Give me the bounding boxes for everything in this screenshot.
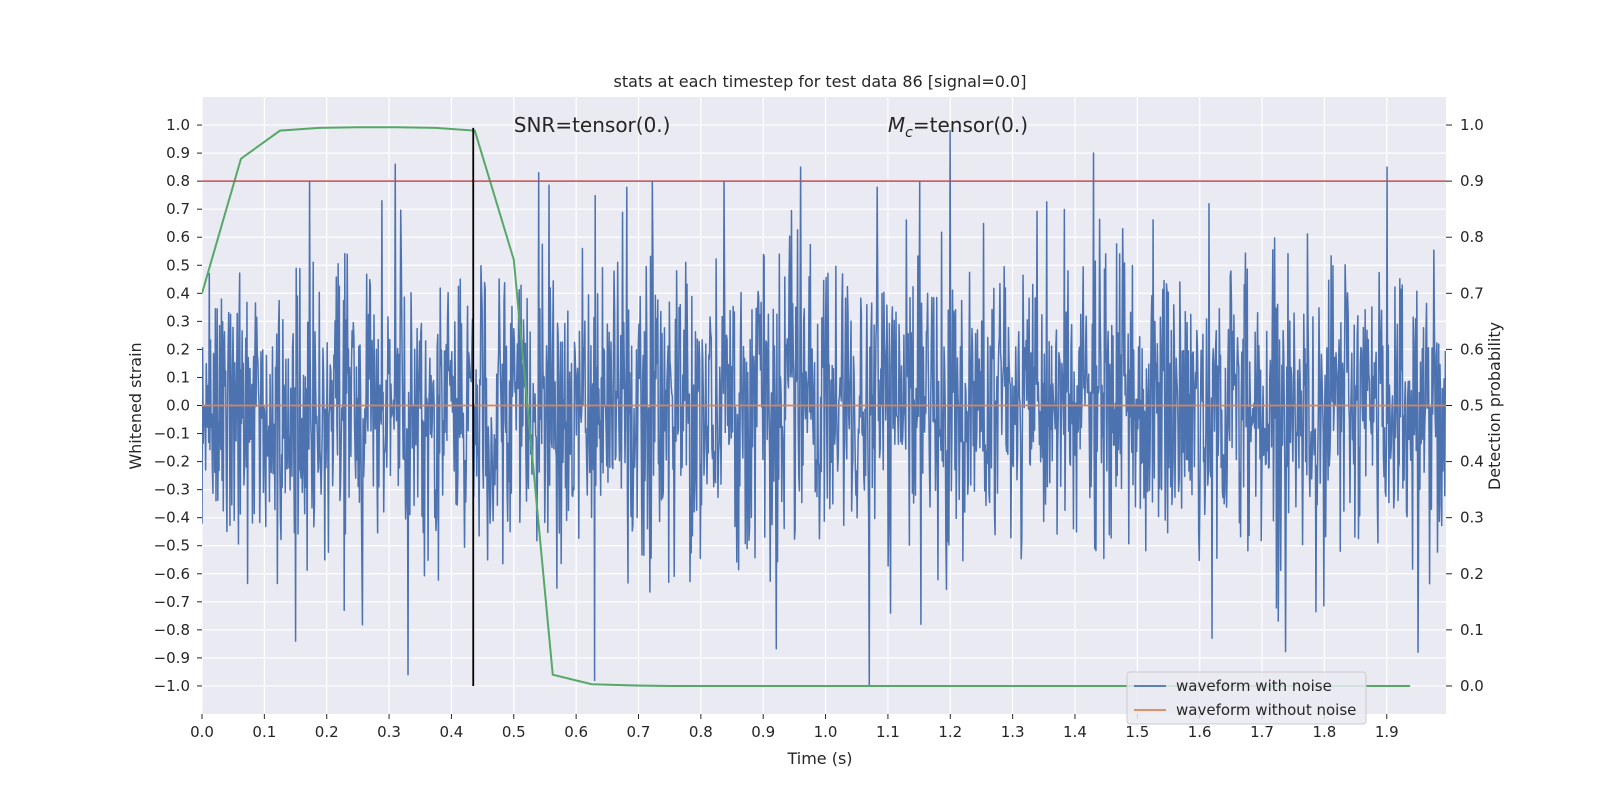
- x-tick-label: 0.2: [315, 723, 339, 741]
- y-tick-label-left: −0.1: [154, 425, 190, 443]
- x-tick-label: 0.4: [439, 723, 463, 741]
- chirp-mass-value: =tensor(0.): [913, 113, 1028, 137]
- y-tick-label-left: −1.0: [154, 677, 190, 695]
- series-waveform-with-noise: [202, 129, 1446, 687]
- y-tick-label-left: −0.6: [154, 565, 190, 583]
- y-tick-label-left: 0.0: [166, 397, 190, 415]
- x-tick-label: 0.3: [377, 723, 401, 741]
- x-tick-label: 0.1: [252, 723, 276, 741]
- snr-annotation: SNR=tensor(0.): [514, 113, 671, 137]
- y-tick-label-left: −0.7: [154, 593, 190, 611]
- y-tick-label-left: 0.3: [166, 312, 190, 330]
- x-tick-label: 1.5: [1125, 723, 1149, 741]
- y-tick-label-right: 1.0: [1460, 116, 1484, 134]
- series-layer: [202, 126, 1446, 687]
- y-tick-label-left: 0.6: [166, 228, 190, 246]
- x-tick-label: 1.9: [1375, 723, 1399, 741]
- y-tick-label-left: 0.9: [166, 144, 190, 162]
- reference-lines: [202, 127, 1446, 686]
- x-tick-label: 1.3: [1001, 723, 1025, 741]
- y-tick-label-left: 0.2: [166, 340, 190, 358]
- y-axis-left-label: Whitened strain: [126, 342, 145, 469]
- x-tick-label: 1.2: [938, 723, 962, 741]
- x-tick-label: 1.8: [1312, 723, 1336, 741]
- y-tick-label-left: −0.3: [154, 481, 190, 499]
- y-tick-label-left: −0.2: [154, 453, 190, 471]
- y-axis-left: 1.0 0.9 0.8 0.7 0.6 0.5 0.4 0.3 0.2 0.1 0.0 −0.1 −0.…: [154, 116, 202, 695]
- x-tick-label: 0.9: [751, 723, 775, 741]
- legend: waveform with noise waveform without noi…: [1126, 671, 1367, 725]
- y-tick-label-left: 0.4: [166, 284, 190, 302]
- y-tick-label-left: 0.1: [166, 368, 190, 386]
- x-axis: 0.0 0.1 0.2 0.3 0.4 0.5 0.6 0.7 0.8 0.9 1.0 1.1 1.2 1…: [190, 714, 1399, 741]
- x-tick-label: 0.7: [627, 723, 651, 741]
- chart-title: stats at each timestep for test data 86 …: [614, 72, 1027, 91]
- chirp-mass-annotation: Mc=tensor(0.): [888, 113, 1028, 141]
- series-detection-probability: [202, 126, 1411, 687]
- y-tick-label-right: 0.6: [1460, 340, 1484, 358]
- y-tick-label-right: 0.4: [1460, 453, 1484, 471]
- y-tick-label-left: 0.8: [166, 172, 190, 190]
- x-axis-label: Time (s): [786, 749, 852, 768]
- y-tick-label-right: 0.3: [1460, 509, 1484, 527]
- y-tick-label-right: 0.2: [1460, 565, 1484, 583]
- y-tick-label-right: 0.7: [1460, 284, 1484, 302]
- y-tick-label-right: 0.8: [1460, 228, 1484, 246]
- x-tick-label: 1.7: [1250, 723, 1274, 741]
- legend-label-noise: waveform with noise: [1176, 677, 1332, 695]
- legend-label-clean: waveform without noise: [1176, 701, 1356, 719]
- y-tick-label-left: −0.9: [154, 649, 190, 667]
- y-tick-label-left: 1.0: [166, 116, 190, 134]
- y-tick-label-right: 0.5: [1460, 397, 1484, 415]
- y-axis-right: 1.0 0.9 0.8 0.7 0.6 0.5 0.4 0.3 0.2 0.1 0.0: [1446, 116, 1484, 695]
- annotations: SNR=tensor(0.) Mc=tensor(0.): [514, 113, 1028, 141]
- y-tick-label-right: 0.9: [1460, 172, 1484, 190]
- x-tick-label: 1.0: [814, 723, 838, 741]
- x-tick-label: 0.8: [689, 723, 713, 741]
- legend-box: [1126, 671, 1367, 725]
- y-axis-right-label: Detection probability: [1485, 322, 1504, 490]
- x-tick-label: 1.6: [1188, 723, 1212, 741]
- y-tick-label-left: −0.5: [154, 537, 190, 555]
- x-tick-label: 1.1: [876, 723, 900, 741]
- x-tick-label: 0.0: [190, 723, 214, 741]
- y-tick-label-right: 0.0: [1460, 677, 1484, 695]
- y-tick-label-left: −0.8: [154, 621, 190, 639]
- x-tick-label: 0.5: [502, 723, 526, 741]
- y-tick-label-left: 0.7: [166, 200, 190, 218]
- chirp-mass-symbol: M: [888, 113, 905, 137]
- y-tick-label-right: 0.1: [1460, 621, 1484, 639]
- plot-area: [202, 126, 1446, 687]
- x-tick-label: 0.6: [564, 723, 588, 741]
- x-tick-label: 1.4: [1063, 723, 1087, 741]
- y-tick-label-left: −0.4: [154, 509, 190, 527]
- chirp-mass-subscript: c: [905, 125, 913, 141]
- y-tick-label-left: 0.5: [166, 256, 190, 274]
